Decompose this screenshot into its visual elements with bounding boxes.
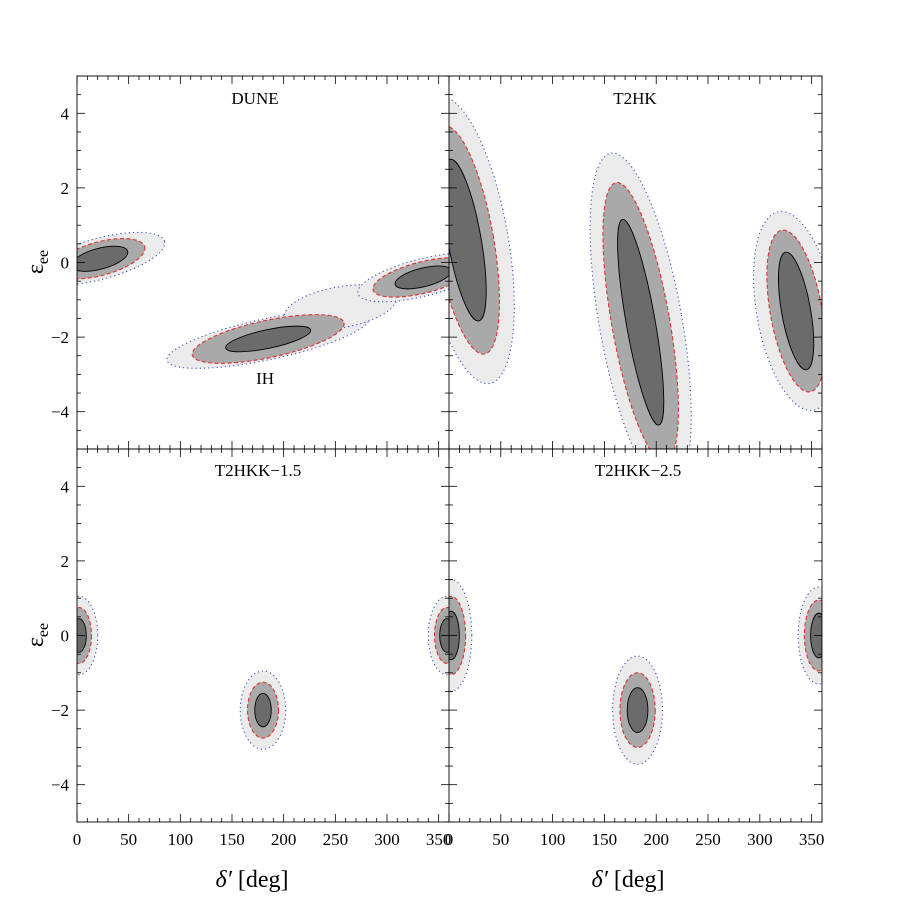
- ih-annotation: IH: [256, 369, 274, 388]
- y-axis-label-top: εee: [23, 250, 52, 274]
- y-tick-label: 4: [61, 477, 70, 496]
- contour-regions: [449, 96, 822, 449]
- contour-regions: [77, 595, 449, 750]
- x-tick-label: 0: [445, 830, 454, 849]
- contour-inner-region-1: [225, 325, 312, 353]
- panel-t2hkk-1-5: T2HKK−1.5: [76, 448, 450, 823]
- x-axis-label-left: δ′ [deg]: [215, 867, 288, 893]
- panel-dune: DUNE IH: [76, 75, 450, 450]
- panel-t2hk: T2HK: [448, 75, 823, 450]
- x-tick-label: 150: [592, 830, 618, 849]
- y-tick-labels: −4 −2 0 2 4 −4 −2 0 2 4: [51, 104, 70, 794]
- contour-regions: [449, 579, 822, 765]
- contour-inner-region-0: [77, 245, 129, 272]
- x-tick-label: 0: [73, 830, 82, 849]
- y-tick-label: 0: [61, 254, 70, 273]
- x-tick-label: 200: [643, 830, 669, 849]
- x-tick-label: 300: [747, 830, 773, 849]
- x-tick-label: 100: [168, 830, 194, 849]
- contour-regions: [77, 231, 449, 369]
- x-tick-label: 250: [323, 830, 349, 849]
- y-tick-label: 4: [61, 104, 70, 123]
- contour-inner-region-1: [626, 687, 649, 733]
- x-tick-label: 350: [799, 830, 825, 849]
- y-tick-label: −4: [51, 403, 70, 422]
- contour-inner-region-1: [254, 692, 272, 728]
- x-tick-label: 350: [426, 830, 452, 849]
- contour-inner-region-0: [449, 158, 487, 322]
- tick-marks: [76, 75, 450, 450]
- y-tick-label: −2: [51, 701, 69, 720]
- x-tick-label: 50: [120, 830, 137, 849]
- tick-marks: [448, 448, 823, 823]
- panel-frames: [76, 75, 823, 823]
- x-tick-label: 100: [540, 830, 566, 849]
- y-tick-label: 2: [61, 552, 70, 571]
- panel-title: T2HK: [613, 89, 657, 108]
- y-tick-label: 0: [61, 627, 70, 646]
- y-tick-label: 2: [61, 179, 70, 198]
- panel-t2hkk-2-5: T2HKK−2.5: [448, 448, 823, 823]
- x-axis-label-right: δ′ [deg]: [591, 867, 664, 893]
- x-tick-label: 50: [492, 830, 509, 849]
- panel-title: T2HKK−1.5: [215, 461, 302, 480]
- x-tick-label: 300: [374, 830, 400, 849]
- x-tick-label: 150: [219, 830, 245, 849]
- panel-title: T2HKK−2.5: [595, 461, 682, 480]
- contour-inner-region-1: [617, 218, 665, 426]
- x-tick-label: 250: [695, 830, 721, 849]
- y-axis-label-bottom: εee: [23, 623, 52, 647]
- x-tick-label: 200: [271, 830, 297, 849]
- panel-title: DUNE: [231, 89, 278, 108]
- y-tick-label: −2: [51, 328, 69, 347]
- contour-inner-region-3: [394, 265, 449, 290]
- y-tick-label: −4: [51, 776, 70, 795]
- tick-marks: [76, 448, 450, 823]
- contour-inner-region-2: [777, 251, 815, 371]
